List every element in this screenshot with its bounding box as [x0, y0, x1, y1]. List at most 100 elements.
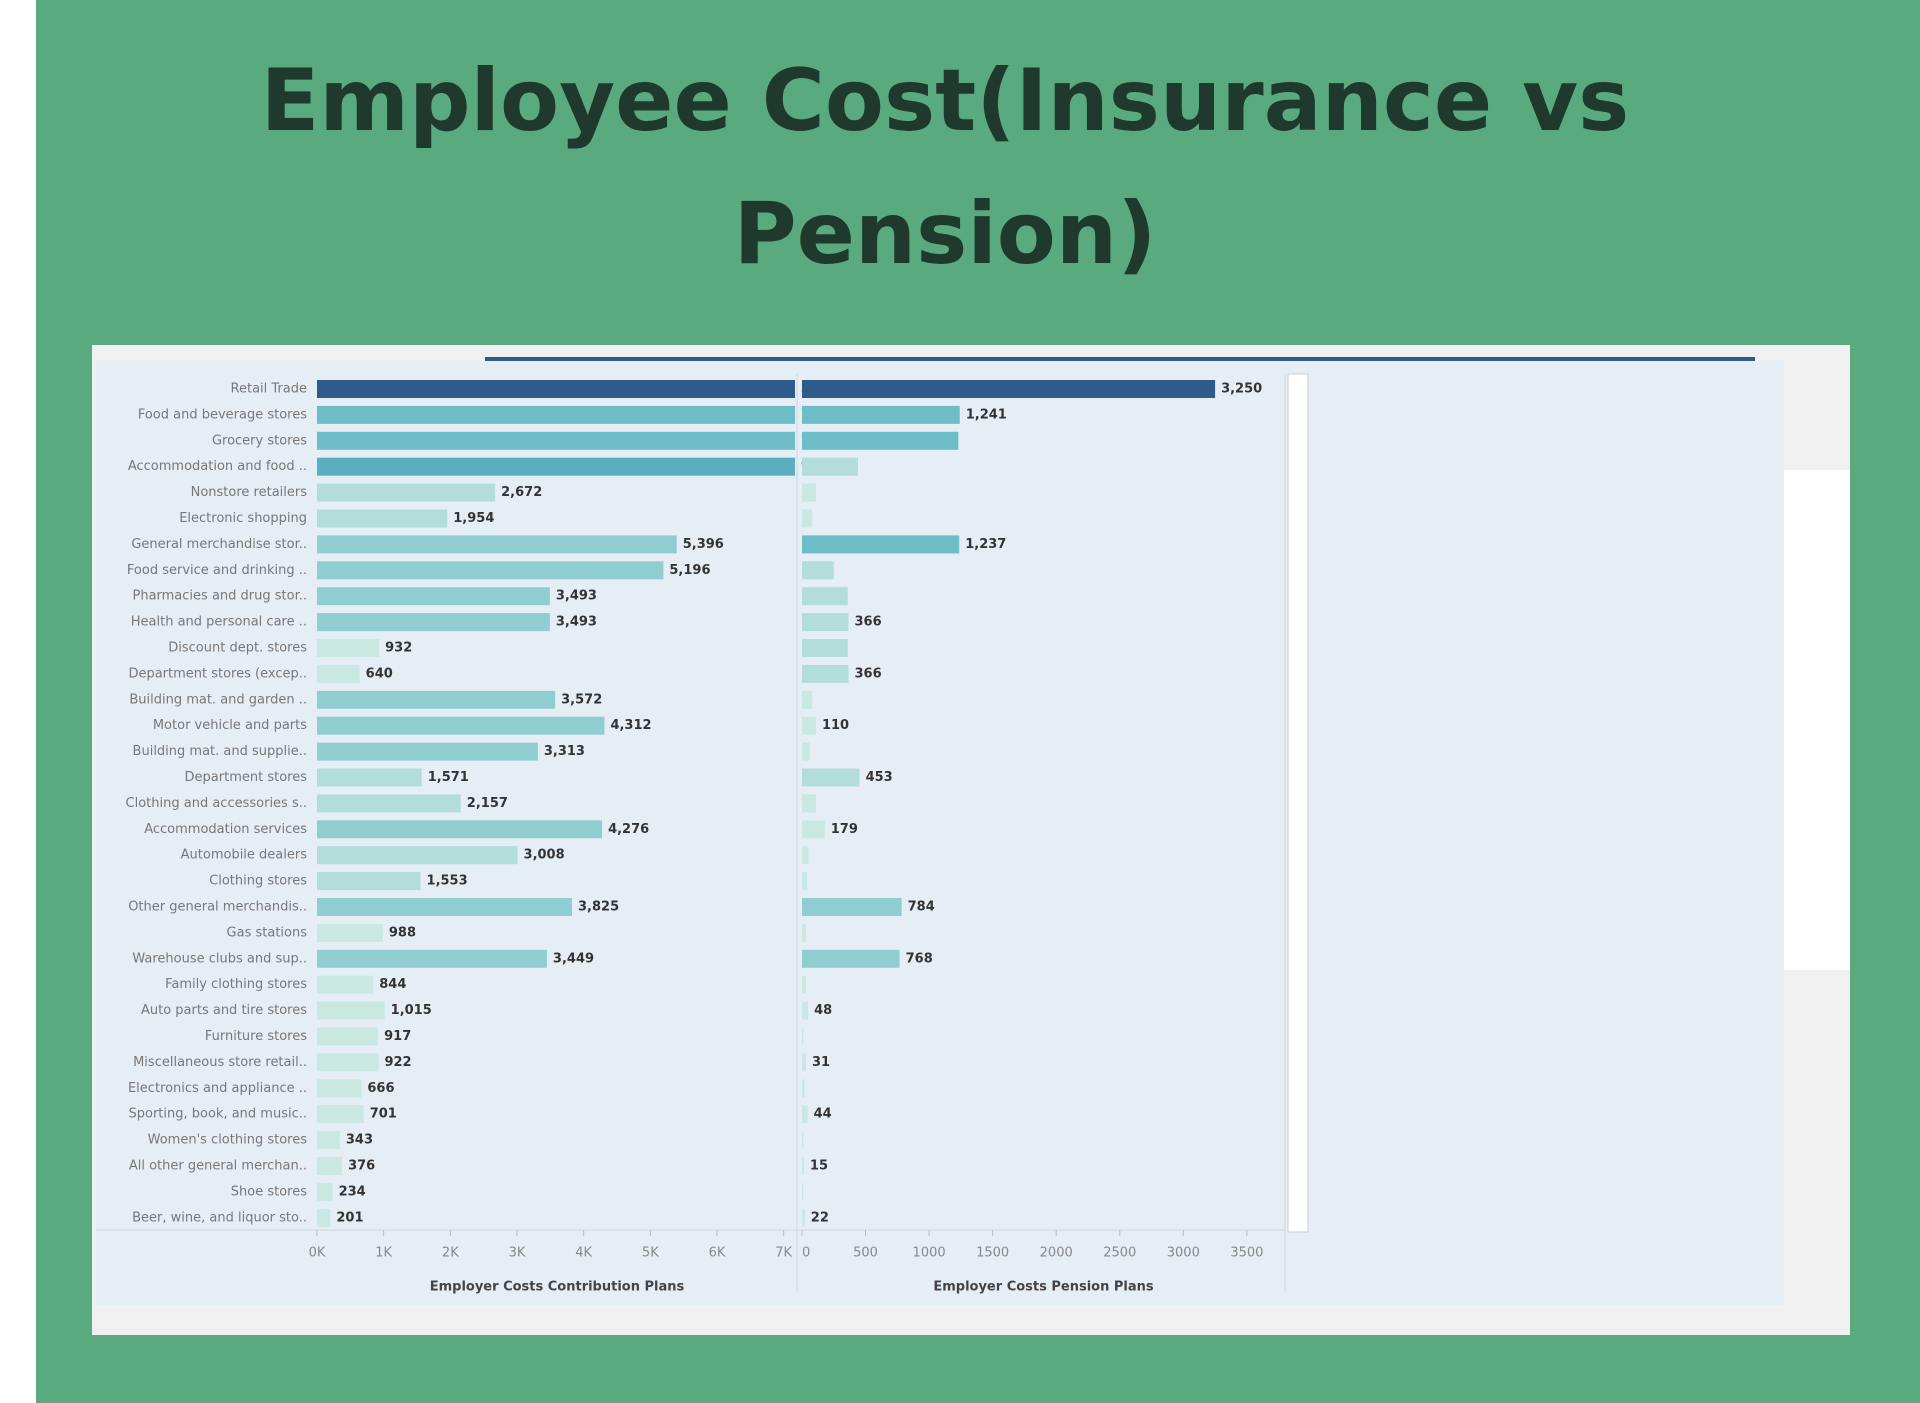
value-label: 366 [855, 615, 882, 630]
value-label: 1,553 [427, 874, 468, 889]
category-label: Building mat. and supplie.. [133, 744, 307, 759]
category-label: Health and personal care .. [131, 615, 307, 630]
axis-title: Employer Costs Contribution Plans [430, 1280, 685, 1295]
category-label: All other general merchan.. [129, 1159, 307, 1174]
bar [317, 483, 496, 502]
category-label: Gas stations [227, 925, 308, 940]
bar [802, 1105, 808, 1124]
category-label: Other general merchandis.. [128, 900, 307, 915]
value-label: 376 [348, 1159, 375, 1174]
title-line-2: Pension) [734, 184, 1157, 284]
bar [317, 1182, 333, 1201]
value-label: 922 [384, 1055, 411, 1070]
value-label: 22 [811, 1210, 829, 1225]
bar [802, 872, 808, 891]
category-label: Nonstore retailers [191, 485, 308, 500]
value-label: 4,276 [608, 822, 649, 837]
bar [317, 509, 448, 528]
bar [317, 1208, 331, 1227]
scrollbar[interactable] [1287, 373, 1309, 1233]
category-label: Sporting, book, and music.. [128, 1107, 307, 1122]
bar [802, 1157, 804, 1175]
bar [802, 561, 834, 580]
axis-title: Employer Costs Pension Plans [933, 1280, 1154, 1295]
value-label: 3,825 [578, 900, 619, 915]
value-label: 3,572 [561, 692, 602, 707]
value-label: 3,313 [544, 744, 585, 759]
value-label: 3,493 [556, 615, 597, 630]
category-label: Family clothing stores [165, 977, 307, 992]
category-label: Beer, wine, and liquor sto.. [132, 1210, 307, 1225]
bar [802, 975, 806, 994]
bar [802, 613, 849, 632]
panel-top-bar [485, 357, 1755, 361]
bar [317, 949, 547, 968]
bar [802, 664, 849, 683]
value-label: 44 [814, 1107, 832, 1122]
category-label: Department stores [185, 770, 308, 785]
bar [317, 561, 664, 580]
title-line-1: Employee Cost(Insurance vs [261, 51, 1630, 151]
value-label: 343 [346, 1133, 373, 1148]
bar [802, 768, 860, 787]
x-tick-label: 0K [309, 1246, 326, 1261]
category-label: Electronic shopping [179, 511, 307, 526]
bar [317, 690, 556, 709]
value-label: 666 [367, 1081, 394, 1096]
x-tick-label: 4K [575, 1246, 592, 1261]
bar [317, 923, 383, 942]
category-label: Shoe stores [231, 1184, 307, 1199]
value-label: 1,571 [428, 770, 469, 785]
bar [802, 380, 1216, 398]
value-label: 234 [339, 1184, 366, 1199]
bar [317, 742, 538, 761]
bar [802, 1131, 804, 1150]
side-box [1780, 470, 1850, 970]
category-label: Automobile dealers [181, 848, 308, 863]
bar [802, 1027, 804, 1046]
category-label: Grocery stores [212, 433, 307, 448]
category-label: Motor vehicle and parts [153, 718, 307, 733]
left-strip [0, 0, 36, 1403]
value-label: 110 [822, 718, 849, 733]
category-label: Department stores (excep.. [128, 666, 307, 681]
value-label: 3,493 [556, 589, 597, 604]
x-tick-label: 6K [709, 1246, 726, 1261]
bar [802, 1053, 806, 1072]
bar [317, 898, 572, 916]
value-label: 5,196 [669, 563, 710, 578]
bar [802, 587, 848, 606]
bar [802, 794, 816, 813]
category-label: Discount dept. stores [168, 641, 307, 656]
bar [317, 535, 677, 554]
x-tick-label: 3000 [1167, 1246, 1200, 1261]
value-label: 3,250 [1221, 382, 1262, 397]
value-label: 932 [385, 641, 412, 656]
bar [317, 1157, 343, 1175]
x-tick-label: 3K [509, 1246, 526, 1261]
value-label: 844 [379, 977, 406, 992]
category-label: Building mat. and garden .. [129, 692, 307, 707]
category-label: Clothing and accessories s.. [126, 796, 307, 811]
value-label: 1,241 [966, 407, 1007, 422]
value-label: 453 [866, 770, 893, 785]
value-label: 48 [814, 1003, 832, 1018]
bar [317, 457, 795, 476]
bar [317, 794, 461, 813]
bar [317, 431, 795, 450]
bar [317, 872, 421, 891]
bar [802, 690, 813, 709]
bar [317, 1105, 364, 1124]
bar [802, 742, 810, 761]
bar [802, 898, 902, 916]
category-label: Retail Trade [231, 382, 307, 397]
bar [802, 509, 813, 528]
value-label: 784 [908, 900, 935, 915]
bar [802, 716, 816, 735]
value-label: 366 [855, 666, 882, 681]
x-tick-label: 7K [775, 1246, 792, 1261]
bar [317, 975, 374, 994]
category-label: Accommodation and food .. [128, 459, 307, 474]
bar [802, 1001, 809, 1020]
